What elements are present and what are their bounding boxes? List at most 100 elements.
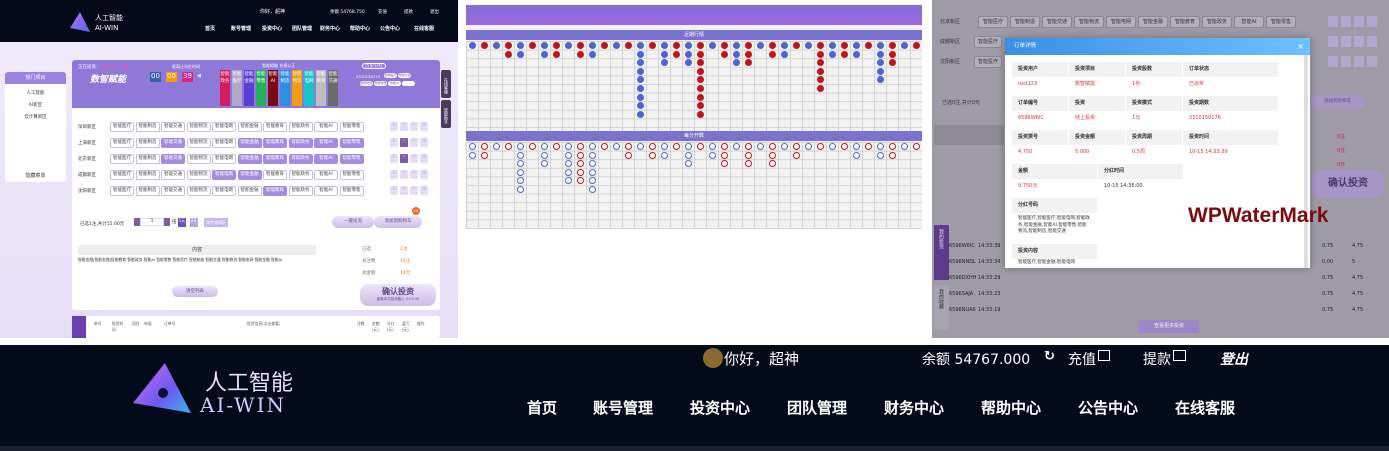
recharge-link[interactable]: 充值 (1068, 352, 1096, 368)
nav-item[interactable]: 团队管理 (787, 399, 848, 417)
option-button[interactable]: 智能制造 (135, 122, 160, 132)
nav-item[interactable]: 帮助中心 (981, 399, 1042, 417)
nav-item[interactable]: 公告中心 (1078, 399, 1139, 417)
option-button[interactable]: 智能电网 (212, 186, 236, 196)
option-button[interactable]: 智能教育 (1170, 16, 1200, 28)
option-button[interactable]: 智能金融 (237, 170, 262, 180)
option-button[interactable]: 智能物流 (186, 138, 211, 148)
nav-item[interactable]: 团队管理 (292, 26, 313, 32)
option-button[interactable]: 智能物流 (186, 122, 211, 132)
quick-select-button[interactable] (1328, 16, 1338, 27)
option-button[interactable]: 智能政务 (288, 122, 313, 132)
order-cell[interactable]: 6596W6IC (949, 243, 975, 249)
option-button[interactable]: 智能制造 (135, 186, 160, 196)
refresh-icon[interactable]: ↻ (1044, 349, 1055, 364)
option-button[interactable]: 智能政务 (1202, 16, 1232, 28)
project-tile[interactable]: 智能教育 (316, 70, 326, 106)
quick-select-button[interactable]: 小 (410, 154, 418, 163)
nav-item[interactable]: 首页 (205, 26, 216, 32)
quick-select-button[interactable]: 大 (400, 154, 408, 163)
close-icon[interactable]: × (1297, 42, 1304, 51)
option-button[interactable]: 智能零售 (339, 186, 364, 196)
order-cell[interactable]: 6596NUA6 (949, 307, 976, 313)
option-button[interactable]: 智能医疗 (110, 170, 134, 180)
nav-item[interactable]: 账号管理 (231, 26, 252, 32)
side-tab-service[interactable]: 在线客服 (441, 70, 451, 98)
option-button[interactable]: 智能金融 (237, 122, 262, 132)
increase-button[interactable] (164, 218, 170, 226)
option-button[interactable]: 智能教育 (263, 154, 287, 164)
project-tile[interactable]: 智能交通 (328, 70, 338, 106)
sidebar-header[interactable]: 热门项目 (5, 72, 66, 84)
option-button[interactable]: 智能政务 (288, 170, 313, 180)
option-button[interactable]: 智能医疗 (974, 56, 1002, 68)
option-button[interactable]: 智能电网 (1106, 16, 1136, 28)
nav-item[interactable]: 账号管理 (593, 399, 654, 417)
project-tile[interactable]: 智能政务 (220, 70, 230, 106)
quick-select-button[interactable]: 清 (420, 186, 428, 195)
side-tab-my-invest[interactable]: 我的投资 (934, 225, 949, 280)
quick-select-button[interactable] (1354, 36, 1364, 47)
one-click-invest-button[interactable]: 一键投资 (332, 216, 374, 228)
option-button[interactable]: 智能电网 (212, 154, 236, 164)
option-button[interactable]: 智能教育 (263, 170, 287, 180)
quick-select-button[interactable]: 清 (420, 154, 428, 163)
quick-select-button[interactable] (1341, 56, 1351, 67)
option-button[interactable]: 智能零售 (339, 138, 364, 148)
option-button[interactable]: 智能AI (314, 122, 338, 132)
quick-select-button[interactable]: 大 (400, 170, 408, 179)
nav-item[interactable]: 财务中心 (884, 399, 945, 417)
avatar[interactable] (703, 348, 723, 368)
logout-link[interactable]: 退出 (430, 10, 439, 15)
orders-tab[interactable] (72, 316, 86, 338)
nav-item[interactable]: 在线客服 (414, 26, 435, 32)
nav-item[interactable]: 投资中心 (262, 26, 283, 32)
nav-item[interactable]: 帮助中心 (350, 26, 371, 32)
option-button[interactable]: 智能AI (314, 170, 338, 180)
order-cell[interactable]: 6596SAJA (949, 291, 974, 297)
quick-select-button[interactable]: 清 (420, 170, 428, 179)
quick-select-button[interactable]: 小 (410, 122, 418, 131)
project-tile[interactable]: 智能物流 (292, 70, 302, 106)
order-cell[interactable]: 6596NNDL (949, 259, 976, 265)
quick-select-button[interactable]: 大 (400, 186, 408, 195)
option-button[interactable]: 智能零售 (339, 170, 364, 180)
option-button[interactable]: 智能金融 (237, 154, 262, 164)
option-button[interactable]: 智能交通 (161, 154, 185, 164)
quick-select-button[interactable]: 全 (390, 186, 398, 195)
cart-item[interactable]: 智能金融|智能金融|智能教育 智能政务 智能AI 智能零售 智能医疗 智能制造 … (78, 257, 283, 262)
option-button[interactable]: 智能医疗 (110, 154, 134, 164)
nav-item[interactable]: 公告中心 (380, 26, 401, 32)
option-button[interactable]: 智能医疗 (974, 36, 1002, 48)
quick-select-button[interactable]: 全 (390, 154, 398, 163)
option-button[interactable]: 智能教育 (263, 122, 287, 132)
quick-select-button[interactable] (1354, 16, 1364, 27)
view-more-button[interactable]: 查看更多投资 (1139, 320, 1199, 333)
project-tile[interactable]: 智能金融 (244, 70, 254, 106)
option-button[interactable]: 智能物流 (1074, 16, 1104, 28)
quick-select-button[interactable] (1367, 16, 1377, 27)
quick-select-button[interactable]: 清 (420, 122, 428, 131)
quick-select-button[interactable] (1341, 16, 1351, 27)
quick-select-button[interactable]: 全 (390, 170, 398, 179)
unit-1-button[interactable]: 1元 (178, 218, 186, 227)
confirm-invest-button[interactable]: 确认投资 距离本次投资截止 0:03:35 (360, 284, 436, 306)
quick-select-button[interactable]: 小 (410, 186, 418, 195)
option-button[interactable]: 智能AI (314, 186, 338, 196)
option-button[interactable]: 智能医疗 (978, 16, 1008, 28)
option-button[interactable]: 智能制造 (1010, 16, 1040, 28)
option-button[interactable]: 智能教育 (263, 186, 287, 196)
option-button[interactable]: 智能金融 (237, 186, 262, 196)
recharge-link[interactable]: 充值 (378, 10, 387, 15)
unit-2-button[interactable]: 2元 (190, 218, 198, 227)
option-button[interactable]: 智能金融 (1138, 16, 1168, 28)
quick-select-button[interactable] (1354, 56, 1364, 67)
clear-list-button[interactable]: 清空列表 (172, 286, 218, 297)
option-button[interactable]: 智能电网 (212, 170, 236, 180)
sidebar-item[interactable]: 人工智能 (26, 91, 45, 96)
project-tile[interactable]: 智能制造 (280, 70, 290, 106)
option-button[interactable]: 智能物流 (186, 154, 211, 164)
option-button[interactable]: 智能零售 (339, 154, 364, 164)
side-tab-assistant[interactable]: 智能助手 (441, 100, 451, 128)
nav-item[interactable]: 投资中心 (690, 399, 751, 417)
